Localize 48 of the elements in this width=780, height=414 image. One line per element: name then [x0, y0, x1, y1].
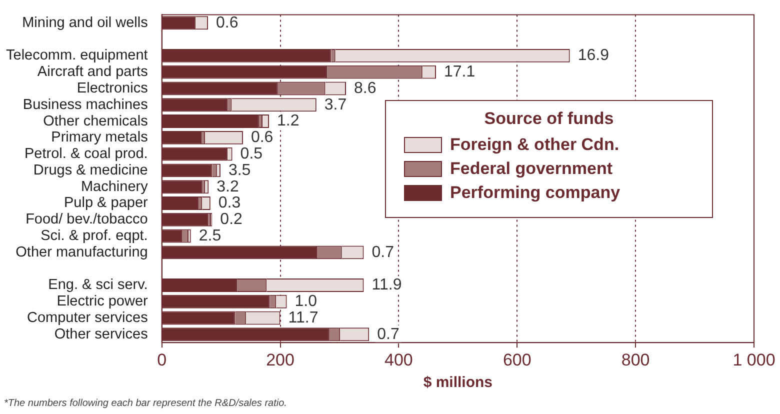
y-tick-label: Aircraft and parts — [37, 64, 148, 80]
y-tick-label: Telecomm. equipment — [6, 48, 148, 64]
y-tick-label: Sci. & prof. eqpt. — [40, 228, 148, 244]
text: 0.2 — [220, 211, 242, 228]
x-tick-label: 800 — [621, 350, 650, 370]
y-tick-label: Other manufacturing — [16, 244, 148, 260]
y-tick-label: Other services — [54, 326, 148, 342]
y-tick-label: Pulp & paper — [64, 195, 148, 212]
legend-label: Federal government — [450, 159, 612, 179]
text: 8.6 — [354, 80, 376, 97]
y-tick-label: Computer services — [26, 310, 148, 326]
text: 17.1 — [444, 63, 476, 80]
text: 0.7 — [372, 244, 394, 261]
legend-title: Source of funds — [483, 109, 615, 129]
y-tick-label: Business machines — [22, 96, 148, 113]
y-tick-label: Electric power — [56, 294, 148, 310]
text: 3.5 — [228, 162, 251, 179]
x-tick-label: 400 — [384, 350, 413, 370]
x-tick-label: 600 — [502, 350, 532, 370]
text: 2.5 — [198, 227, 222, 244]
text: 1.0 — [294, 293, 318, 310]
y-tick-label: Eng. & sci serv. — [48, 277, 148, 294]
text: 3.7 — [324, 96, 347, 114]
text: *The numbers following each bar represent the R&D/sales ratio. — [4, 398, 287, 409]
text: 0.6 — [250, 129, 274, 146]
x-tick-label: 1 000 — [732, 350, 776, 370]
y-tick-label: Petrol. & coal prod. — [24, 146, 148, 162]
y-tick-label: Machinery — [80, 178, 149, 195]
legend-label: Performing company — [450, 183, 620, 203]
x-axis-title: $ millions — [423, 374, 493, 392]
text: 0.3 — [218, 194, 241, 212]
y-tick-label: Food/ bev./tobacco — [26, 212, 148, 228]
y-tick-label: Drugs & medicine — [33, 162, 148, 178]
y-tick-label: Mining and oil wells — [22, 14, 148, 31]
y-tick-label: Primary metals — [51, 130, 148, 146]
text: 0.6 — [216, 14, 238, 32]
legend-label: Foreign & other Cdn. — [450, 135, 620, 155]
text: 11.9 — [372, 276, 402, 294]
x-tick-label: 0 — [157, 350, 167, 370]
text: 1.2 — [277, 112, 300, 130]
text: 11.7 — [288, 309, 318, 326]
y-tick-label: Electronics — [76, 80, 148, 96]
text: 0.5 — [240, 145, 263, 162]
x-tick-label: 200 — [266, 350, 294, 370]
text: 3.2 — [216, 178, 239, 196]
y-tick-label: Other chemicals — [43, 113, 148, 130]
text: 0.7 — [377, 326, 400, 343]
text: 16.9 — [578, 47, 609, 64]
